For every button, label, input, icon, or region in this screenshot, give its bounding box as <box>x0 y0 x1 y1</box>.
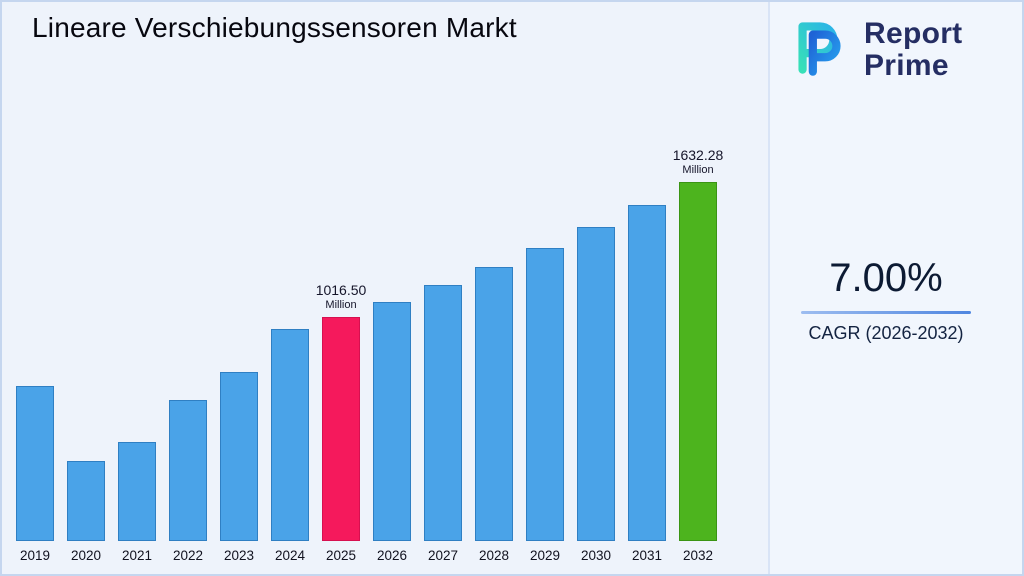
cagr-block: 7.00% CAGR (2026-2032) <box>794 256 978 344</box>
reportprime-logo-icon <box>782 10 856 89</box>
bar-chart: 2019 2020 2021 2022 2023 2024 1016.50 Million 20… <box>16 147 724 564</box>
x-axis-label-2022: 2022 <box>172 548 204 563</box>
bar-value-label-2025: 1016.50 Million <box>316 282 367 311</box>
bar-2021 <box>118 442 156 541</box>
bar-slot-2031: 2031 <box>628 205 666 564</box>
bar-slot-2030: 2030 <box>577 227 615 564</box>
bar-value-unit: Million <box>325 299 357 311</box>
bar-slot-2027: 2027 <box>424 285 462 564</box>
bar-slot-2023: 2023 <box>220 372 258 564</box>
bar-2032 <box>679 182 717 541</box>
x-axis-label-2032: 2032 <box>682 548 714 563</box>
bar-2023 <box>220 372 258 541</box>
bar-slot-2029: 2029 <box>526 248 564 564</box>
bar-slot-2024: 2024 <box>271 329 309 564</box>
cagr-label: CAGR (2026-2032) <box>808 323 964 343</box>
bar-slot-2025: 1016.50 Million 2025 <box>316 282 367 564</box>
right-panel-background <box>770 2 1022 574</box>
bar-2020 <box>67 461 105 541</box>
bar-2027 <box>424 285 462 541</box>
bar-slot-2026: 2026 <box>373 302 411 564</box>
logo-text-prime: Prime <box>864 48 949 82</box>
bar-2019 <box>16 386 54 541</box>
bar-2031 <box>628 205 666 541</box>
bar-slot-2032: 1632.28 Million 2032 <box>673 147 724 564</box>
bar-slot-2021: 2021 <box>118 442 156 564</box>
bar-value-number: 1632.28 <box>672 147 724 163</box>
reportprime-logo: Report Prime <box>782 10 962 89</box>
x-axis-label-2021: 2021 <box>121 548 153 563</box>
page-title: Lineare Verschiebungssensoren Markt <box>32 12 517 43</box>
x-axis-label-2026: 2026 <box>376 548 408 563</box>
x-axis-label-2027: 2027 <box>427 548 459 563</box>
bar-2028 <box>475 267 513 541</box>
reportprime-logo-text: Report Prime <box>864 18 962 81</box>
bar-value-number: 1016.50 <box>315 282 367 298</box>
logo-text-report: Report <box>864 17 963 50</box>
cagr-underline <box>801 311 971 314</box>
x-axis-label-2024: 2024 <box>274 548 306 563</box>
bar-2025 <box>322 317 360 541</box>
bar-slot-2028: 2028 <box>475 267 513 564</box>
x-axis-label-2025: 2025 <box>325 548 357 563</box>
bar-slot-2022: 2022 <box>169 400 207 564</box>
x-axis-label-2030: 2030 <box>580 548 612 563</box>
bar-slot-2019: 2019 <box>16 386 54 564</box>
x-axis-label-2028: 2028 <box>478 548 510 563</box>
bar-2029 <box>526 248 564 541</box>
x-axis-label-2020: 2020 <box>70 548 102 563</box>
bar-slot-2020: 2020 <box>67 461 105 564</box>
bar-value-label-2032: 1632.28 Million <box>673 147 724 176</box>
panel-divider <box>768 2 770 574</box>
cagr-value: 7.00% <box>829 256 943 300</box>
bar-2022 <box>169 400 207 541</box>
bar-value-unit: Million <box>682 164 714 176</box>
bar-2030 <box>577 227 615 541</box>
bar-2026 <box>373 302 411 541</box>
x-axis-label-2031: 2031 <box>631 548 663 563</box>
x-axis-label-2029: 2029 <box>529 548 561 563</box>
bar-2024 <box>271 329 309 541</box>
x-axis-label-2023: 2023 <box>223 548 255 563</box>
x-axis-label-2019: 2019 <box>19 548 51 563</box>
